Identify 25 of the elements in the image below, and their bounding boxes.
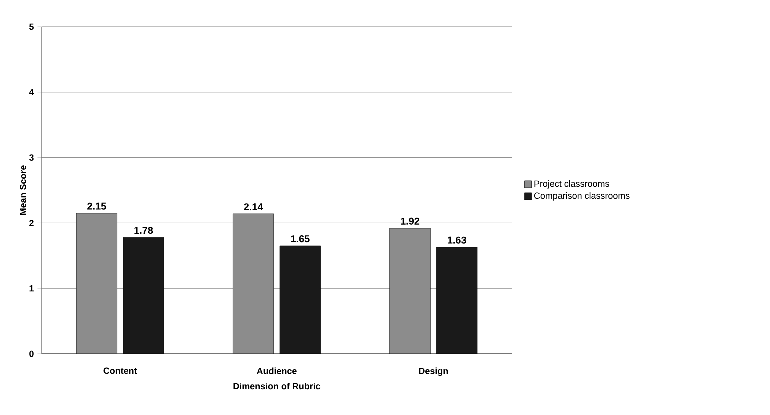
legend-label: Project classrooms <box>534 180 610 189</box>
y-tick-label: 2 <box>30 220 34 226</box>
x-axis-title: Dimension of Rubric <box>234 383 321 390</box>
data-label: 2.14 <box>244 204 264 211</box>
bar <box>123 238 164 354</box>
legend-label: Comparison classrooms <box>534 192 630 201</box>
x-tick-label: Content <box>104 368 138 374</box>
data-label: 1.92 <box>401 218 420 225</box>
bar <box>436 247 478 354</box>
y-tick-label: 5 <box>30 24 34 30</box>
data-label: 1.78 <box>134 227 154 234</box>
y-axis-title: Mean Score <box>20 166 26 216</box>
bar <box>390 228 431 354</box>
bar <box>280 246 321 354</box>
y-tick-label: 3 <box>29 154 34 161</box>
y-tick-label: 1 <box>30 286 34 292</box>
data-label: 1.63 <box>448 236 466 244</box>
data-label: 1.65 <box>291 236 310 243</box>
bar <box>76 213 118 354</box>
y-tick-label: 0 <box>30 350 34 358</box>
bar <box>233 214 274 354</box>
x-tick-label: Design <box>419 368 448 376</box>
data-label: 2.15 <box>88 202 106 210</box>
y-tick-label: 4 <box>29 89 34 96</box>
x-tick-label: Audience <box>257 368 297 374</box>
